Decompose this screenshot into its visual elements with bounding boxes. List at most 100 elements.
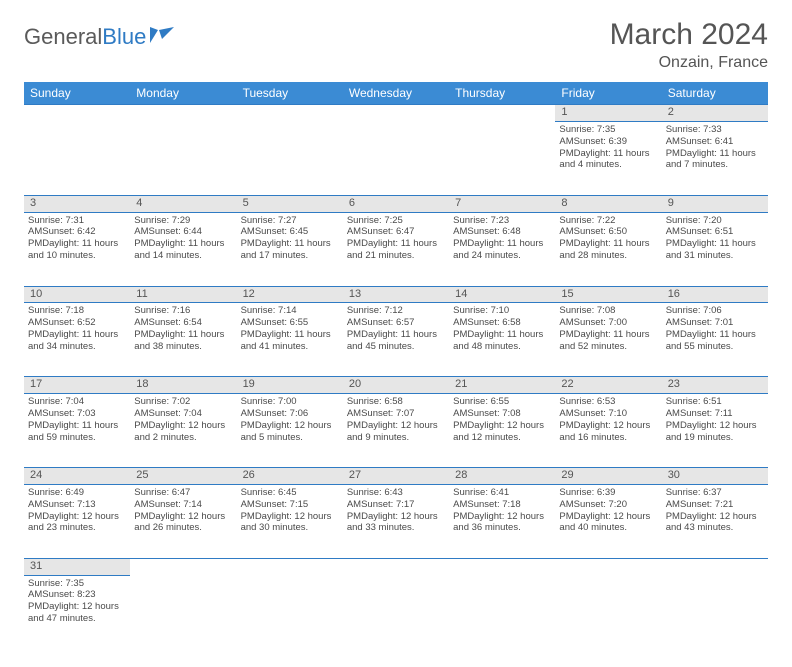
day-header-row: SundayMondayTuesdayWednesdayThursdayFrid… — [24, 82, 768, 105]
day-number: 3 — [24, 195, 130, 212]
daylight-line: Daylight: 12 hours and 2 minutes. — [134, 420, 225, 443]
daylight-line: Daylight: 11 hours and 24 minutes. — [453, 238, 543, 261]
day-cell: Sunrise: 6:37 AMSunset: 7:21 PMDaylight:… — [662, 484, 768, 558]
day-cell: Sunrise: 6:43 AMSunset: 7:17 PMDaylight:… — [343, 484, 449, 558]
day-number: 12 — [237, 286, 343, 303]
daylight-line: Daylight: 12 hours and 36 minutes. — [453, 511, 544, 534]
day-number — [343, 558, 449, 575]
daylight-line: Daylight: 11 hours and 34 minutes. — [28, 329, 118, 352]
day-cell: Sunrise: 7:25 AMSunset: 6:47 PMDaylight:… — [343, 212, 449, 286]
daylight-line: Daylight: 12 hours and 26 minutes. — [134, 511, 225, 534]
day-number: 18 — [130, 377, 236, 394]
daylight-line: Daylight: 11 hours and 21 minutes. — [347, 238, 437, 261]
day-cell: Sunrise: 7:04 AMSunset: 7:03 PMDaylight:… — [24, 394, 130, 468]
day-cell: Sunrise: 7:22 AMSunset: 6:50 PMDaylight:… — [555, 212, 661, 286]
brand-logo: GeneralBlue — [24, 18, 176, 50]
daynum-row: 3456789 — [24, 195, 768, 212]
day-number — [237, 558, 343, 575]
day-cell: Sunrise: 7:02 AMSunset: 7:04 PMDaylight:… — [130, 394, 236, 468]
day-cell: Sunrise: 6:51 AMSunset: 7:11 PMDaylight:… — [662, 394, 768, 468]
daynum-row: 31 — [24, 558, 768, 575]
day-number: 11 — [130, 286, 236, 303]
daylight-line: Daylight: 11 hours and 52 minutes. — [559, 329, 649, 352]
day-cell — [24, 121, 130, 195]
daylight-line: Daylight: 11 hours and 38 minutes. — [134, 329, 224, 352]
day-header: Saturday — [662, 82, 768, 105]
day-number: 6 — [343, 195, 449, 212]
daynum-row: 10111213141516 — [24, 286, 768, 303]
daylight-line: Daylight: 11 hours and 55 minutes. — [666, 329, 756, 352]
day-number — [130, 558, 236, 575]
day-number: 20 — [343, 377, 449, 394]
day-number: 10 — [24, 286, 130, 303]
day-number — [662, 558, 768, 575]
day-cell — [237, 121, 343, 195]
day-cell: Sunrise: 7:35 AMSunset: 8:23 PMDaylight:… — [24, 575, 130, 649]
day-number: 27 — [343, 468, 449, 485]
detail-row: Sunrise: 6:49 AMSunset: 7:13 PMDaylight:… — [24, 484, 768, 558]
day-number — [555, 558, 661, 575]
day-number: 13 — [343, 286, 449, 303]
day-cell — [449, 121, 555, 195]
daylight-line: Daylight: 12 hours and 30 minutes. — [241, 511, 332, 534]
day-cell — [130, 575, 236, 649]
day-number: 23 — [662, 377, 768, 394]
header: GeneralBlue March 2024 Onzain, France — [24, 18, 768, 72]
daylight-line: Daylight: 11 hours and 48 minutes. — [453, 329, 543, 352]
day-number: 17 — [24, 377, 130, 394]
day-cell: Sunrise: 6:58 AMSunset: 7:07 PMDaylight:… — [343, 394, 449, 468]
day-cell: Sunrise: 6:55 AMSunset: 7:08 PMDaylight:… — [449, 394, 555, 468]
day-number: 7 — [449, 195, 555, 212]
day-number — [130, 105, 236, 122]
day-cell: Sunrise: 7:33 AMSunset: 6:41 PMDaylight:… — [662, 121, 768, 195]
day-cell: Sunrise: 6:53 AMSunset: 7:10 PMDaylight:… — [555, 394, 661, 468]
daylight-line: Daylight: 11 hours and 4 minutes. — [559, 148, 649, 171]
day-number — [24, 105, 130, 122]
day-number: 29 — [555, 468, 661, 485]
daylight-line: Daylight: 12 hours and 33 minutes. — [347, 511, 438, 534]
day-number: 19 — [237, 377, 343, 394]
day-number — [449, 558, 555, 575]
page-title: March 2024 — [610, 18, 768, 52]
day-cell: Sunrise: 7:16 AMSunset: 6:54 PMDaylight:… — [130, 303, 236, 377]
day-cell: Sunrise: 7:14 AMSunset: 6:55 PMDaylight:… — [237, 303, 343, 377]
daylight-line: Daylight: 12 hours and 9 minutes. — [347, 420, 438, 443]
daylight-line: Daylight: 12 hours and 47 minutes. — [28, 601, 119, 624]
day-number: 25 — [130, 468, 236, 485]
day-number: 30 — [662, 468, 768, 485]
day-header: Wednesday — [343, 82, 449, 105]
brand-part1: General — [24, 24, 102, 50]
day-number: 31 — [24, 558, 130, 575]
day-number — [237, 105, 343, 122]
calendar-table: SundayMondayTuesdayWednesdayThursdayFrid… — [24, 82, 768, 649]
day-number: 26 — [237, 468, 343, 485]
day-cell — [343, 121, 449, 195]
daynum-row: 12 — [24, 105, 768, 122]
day-cell: Sunrise: 7:10 AMSunset: 6:58 PMDaylight:… — [449, 303, 555, 377]
daylight-line: Daylight: 12 hours and 43 minutes. — [666, 511, 757, 534]
day-number: 2 — [662, 105, 768, 122]
day-header: Tuesday — [237, 82, 343, 105]
daylight-line: Daylight: 12 hours and 19 minutes. — [666, 420, 757, 443]
day-cell — [130, 121, 236, 195]
daylight-line: Daylight: 11 hours and 28 minutes. — [559, 238, 649, 261]
daylight-line: Daylight: 12 hours and 5 minutes. — [241, 420, 332, 443]
daylight-line: Daylight: 11 hours and 59 minutes. — [28, 420, 118, 443]
day-number — [343, 105, 449, 122]
day-cell: Sunrise: 6:49 AMSunset: 7:13 PMDaylight:… — [24, 484, 130, 558]
day-cell — [343, 575, 449, 649]
day-number: 14 — [449, 286, 555, 303]
day-number: 28 — [449, 468, 555, 485]
daylight-line: Daylight: 12 hours and 40 minutes. — [559, 511, 650, 534]
day-cell — [449, 575, 555, 649]
daynum-row: 17181920212223 — [24, 377, 768, 394]
day-header: Monday — [130, 82, 236, 105]
day-number: 21 — [449, 377, 555, 394]
day-number — [449, 105, 555, 122]
daylight-line: Daylight: 11 hours and 7 minutes. — [666, 148, 756, 171]
daylight-line: Daylight: 12 hours and 12 minutes. — [453, 420, 544, 443]
flag-icon — [150, 25, 176, 43]
day-number: 8 — [555, 195, 661, 212]
day-number: 22 — [555, 377, 661, 394]
day-cell: Sunrise: 7:23 AMSunset: 6:48 PMDaylight:… — [449, 212, 555, 286]
